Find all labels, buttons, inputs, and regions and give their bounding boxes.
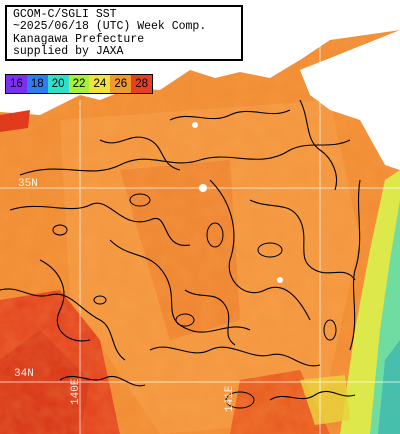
legend-cell-16: 16	[6, 75, 27, 93]
legend-cell-20: 20	[47, 75, 69, 93]
legend-cell-26: 26	[110, 75, 132, 93]
legend-cell-22: 22	[68, 75, 90, 93]
info-line-satellite: GCOM-C/SGLI SST	[13, 8, 117, 21]
contour-rings	[52, 193, 337, 409]
info-line-credit: supplied by JAXA	[13, 45, 124, 59]
land-east	[300, 30, 400, 170]
info-box: GCOM-C/SGLI SST ~2025/06/18 (UTC) Week C…	[5, 5, 243, 61]
coast-south-yellow	[300, 375, 350, 425]
coast-north-warm	[0, 110, 30, 132]
isotherm-contours	[0, 99, 361, 401]
info-line-date: ~2025/06/18 (UTC) Week Comp.	[13, 20, 207, 34]
lon-label-141e: 141E	[224, 385, 236, 412]
info-line-region: Kanagawa Prefecture	[13, 32, 145, 46]
legend-cell-28: 28	[131, 75, 153, 93]
coast-east-teal	[378, 340, 400, 434]
legend-cell-24: 24	[89, 75, 111, 93]
legend-cell-18: 18	[26, 75, 48, 93]
lon-label-140e: 140E	[70, 378, 82, 405]
lat-label-34n: 34N	[14, 368, 34, 380]
lat-label-35n: 35N	[18, 178, 38, 190]
color-legend: 16 18 20 22 24 26 28	[5, 74, 153, 94]
island-spots	[192, 122, 283, 283]
